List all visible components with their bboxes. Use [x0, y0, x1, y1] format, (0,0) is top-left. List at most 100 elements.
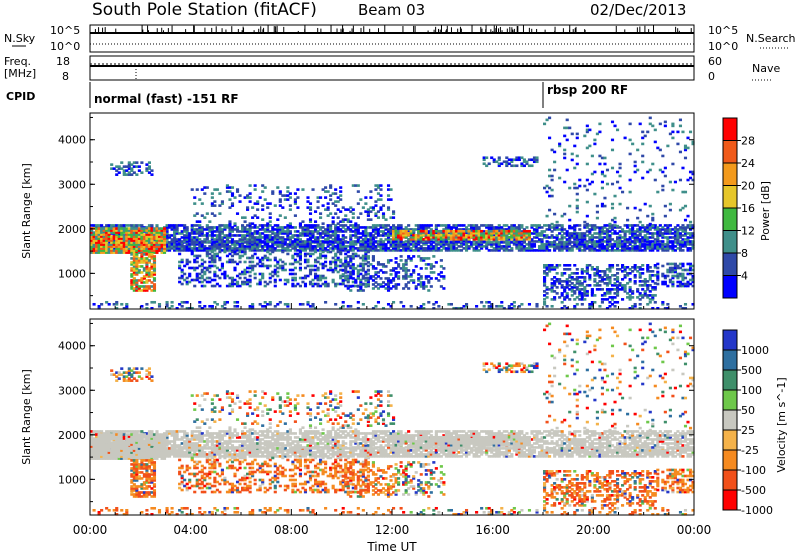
power-cell [653, 247, 657, 250]
power-cell [152, 271, 157, 274]
power-cell [515, 164, 519, 168]
power-cell [500, 228, 504, 231]
power-cell [238, 245, 242, 248]
power-cell [575, 236, 579, 239]
power-cell [95, 239, 99, 242]
power-cell [651, 234, 655, 237]
power-cell [220, 243, 224, 246]
power-cell [427, 235, 431, 239]
power-cell [525, 226, 529, 229]
power-cell [641, 154, 645, 158]
power-cell [575, 280, 579, 283]
power-cell [208, 240, 212, 243]
power-cell [459, 235, 464, 239]
power-cell [621, 247, 625, 250]
power-cell [392, 243, 396, 246]
power-cell [331, 247, 335, 250]
power-cell [641, 243, 645, 246]
power-cell [570, 249, 574, 252]
power-cell [137, 235, 141, 238]
power-cell [185, 232, 189, 235]
power-cell [452, 245, 456, 248]
power-cell [422, 259, 426, 262]
power-cell [258, 260, 262, 264]
power-cell [527, 164, 532, 168]
power-cell [354, 184, 358, 187]
power-cell [351, 249, 355, 252]
power-cell [678, 245, 683, 248]
power-cell [492, 240, 496, 243]
power-cell [92, 251, 96, 254]
power-cell [600, 245, 604, 248]
power-cell [97, 227, 101, 230]
power-cell [253, 264, 257, 268]
power-cell [324, 208, 328, 211]
power-cell [447, 241, 451, 244]
power-cell [487, 228, 491, 231]
power-cell [590, 234, 594, 237]
power-cell [291, 272, 295, 276]
power-cell [522, 229, 526, 233]
power-cell [656, 243, 660, 246]
power-cell [394, 231, 398, 235]
power-cell [180, 236, 184, 239]
power-cell [585, 272, 589, 275]
power-cell [266, 245, 270, 248]
power-cell [404, 269, 408, 272]
power-cell [185, 230, 189, 233]
power-cell [412, 249, 416, 252]
power-cell [447, 229, 451, 233]
power-cell [475, 235, 479, 239]
power-cell [417, 255, 421, 258]
power-cell [298, 249, 302, 252]
power-cell [555, 245, 559, 248]
power-cell [583, 280, 587, 283]
power-cell [605, 290, 610, 293]
power-cell [407, 255, 411, 258]
power-cell [583, 220, 587, 224]
power-cell [545, 296, 549, 299]
power-cell [407, 257, 411, 260]
power-cell [376, 184, 381, 187]
power-cell [233, 228, 237, 231]
power-cell [603, 282, 607, 285]
power-cell [180, 282, 184, 286]
power-cell [223, 243, 227, 246]
power-cell [379, 283, 383, 286]
power-cell [100, 251, 104, 254]
power-cell [447, 243, 451, 246]
power-cell [583, 245, 587, 248]
power-cell [271, 274, 275, 278]
power-cell [381, 240, 386, 243]
power-cell [686, 178, 690, 182]
power-cell [193, 232, 197, 235]
power-cell [238, 284, 242, 288]
power-cell [102, 243, 106, 246]
power-cell [205, 236, 209, 239]
power-cell [326, 240, 330, 243]
power-cell [110, 241, 114, 244]
power-cell [142, 239, 146, 242]
power-cell [364, 270, 368, 274]
power-cell [233, 250, 237, 254]
power-cell [298, 247, 302, 250]
power-cell [117, 241, 121, 244]
power-cell [658, 224, 662, 227]
power-cell [505, 233, 509, 237]
power-cell [507, 158, 511, 162]
power-cell [266, 264, 270, 268]
power-cell [422, 229, 426, 233]
power-cell [344, 249, 348, 252]
power-cell [666, 247, 670, 250]
power-cell [223, 274, 227, 278]
power-cell [550, 290, 554, 293]
power-cell [107, 229, 111, 232]
power-cell [600, 202, 604, 206]
power-cell [371, 245, 375, 248]
power-cell [397, 226, 401, 229]
power-cell [610, 120, 615, 124]
power-cell [510, 229, 514, 233]
power-cell [553, 298, 557, 301]
power-cell [555, 220, 559, 224]
power-cell [633, 170, 637, 174]
